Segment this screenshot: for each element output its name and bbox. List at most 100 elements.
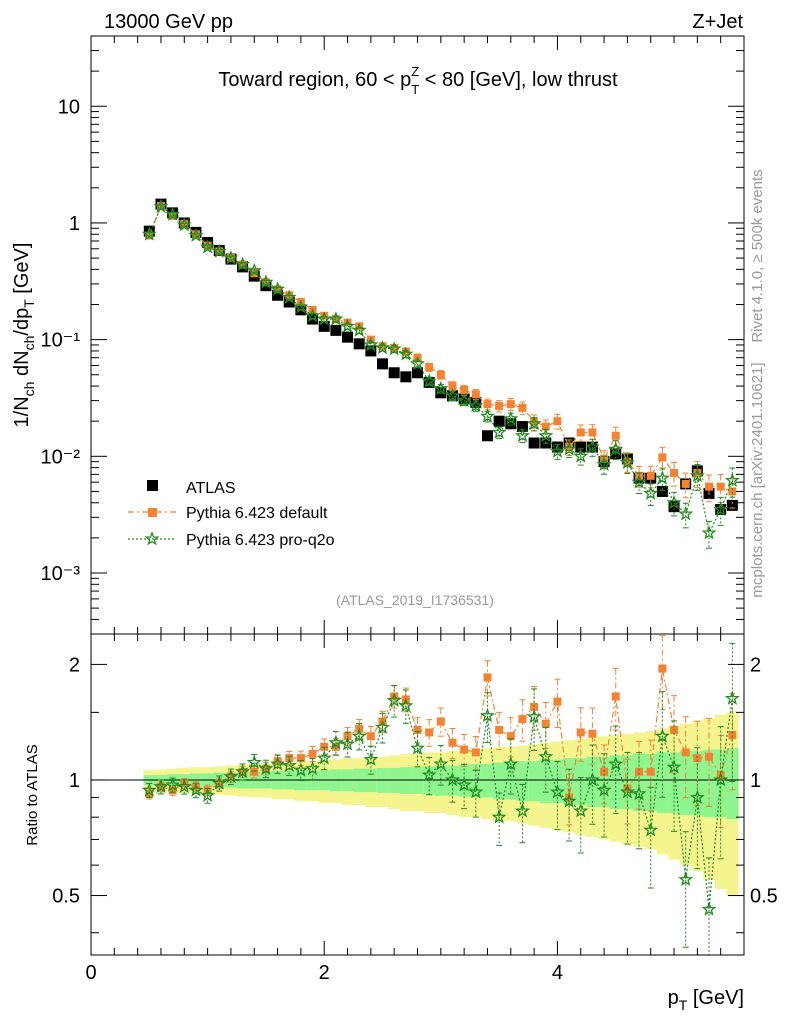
ratio-default-point	[250, 767, 259, 776]
ratio-default-point	[460, 745, 469, 754]
pythia-proq2o-point	[258, 274, 274, 289]
pythia-default-point	[611, 431, 620, 440]
pythia-proq2o-point	[200, 239, 216, 254]
atlas-series	[143, 198, 738, 516]
ratio-proq2o-point	[526, 709, 542, 724]
atlas-point	[493, 415, 505, 427]
atlas-point	[330, 324, 342, 336]
process-label: Z+Jet	[692, 11, 743, 33]
pythia-proq2o-point	[689, 467, 705, 483]
atlas-point	[143, 225, 155, 237]
ratio-proq2o-point	[200, 787, 216, 802]
ratio-proq2o-point	[258, 760, 274, 775]
ratio-default-point	[366, 732, 375, 741]
pythia-proq2o-point	[619, 454, 635, 470]
ratio-default-point	[681, 748, 690, 757]
ratio-y-tick-label-left: 1	[69, 770, 80, 792]
pythia-default-point	[541, 422, 550, 431]
legend-atlas-marker	[147, 480, 158, 491]
pythia-default-point	[320, 311, 329, 320]
ratio-default-point	[553, 697, 562, 706]
ratio-default-point	[646, 767, 655, 776]
ratio-proq2o-point	[246, 754, 262, 769]
ratio-proq2o-point	[223, 768, 239, 783]
ratio-proq2o-point	[654, 728, 670, 743]
pythia-proq2o-point	[223, 250, 239, 265]
energy-label: 13000 GeV pp	[104, 11, 233, 33]
main-y-tick-label: 10⁻²	[41, 446, 81, 468]
ratio-default-point	[693, 754, 702, 763]
pythia-proq2o-point	[678, 506, 694, 521]
pythia-proq2o-point	[584, 439, 600, 454]
legend-proq2o-marker	[144, 531, 160, 546]
pythia-proq2o-point	[608, 441, 624, 456]
pythia-default-point	[331, 315, 340, 324]
ratio-default-point	[495, 725, 504, 734]
band-inner-bin	[528, 761, 541, 802]
ratio-default-point	[145, 789, 154, 798]
ratio-proq2o-point	[410, 740, 425, 755]
ratio-proq2o-point	[351, 728, 367, 743]
ratio-default-point	[588, 729, 597, 738]
ratio-default-point	[448, 738, 457, 747]
pythia-proq2o-point	[596, 456, 612, 471]
ratio-proq2o-point	[270, 756, 286, 771]
band-inner-bin	[656, 752, 669, 814]
pythia-default-series	[145, 201, 737, 509]
pythia-default-point	[646, 471, 655, 480]
pythia-proq2o-point	[573, 448, 589, 463]
main-y-tick-label: 10⁻¹	[41, 330, 81, 352]
atlas-point	[400, 371, 412, 383]
pythia-proq2o-point	[270, 281, 286, 296]
pythia-default-point	[506, 400, 515, 409]
pythia-default-point	[705, 482, 714, 491]
pythia-proq2o-point	[503, 410, 519, 426]
ratio-proq2o-point	[211, 775, 227, 790]
pythia-proq2o-point	[433, 380, 449, 395]
ratio-proq2o-point	[573, 803, 589, 818]
main-title: Toward region, 60 < pZ T < 80 [GeV], low …	[218, 64, 618, 97]
ratio-proq2o-point	[701, 901, 717, 916]
pythia-proq2o-point	[340, 318, 355, 333]
pythia-proq2o-point	[468, 398, 484, 413]
ratio-proq2o-point	[165, 777, 181, 792]
ratio-proq2o-point	[713, 772, 729, 787]
atlas-point	[377, 358, 389, 370]
pythia-default-point	[425, 363, 434, 372]
pythia-default-point	[460, 386, 469, 395]
atlas-point	[412, 367, 423, 379]
ratio-proq2o-point	[724, 690, 740, 705]
ratio-proq2o-point	[305, 760, 321, 775]
pythia-proq2o-point	[165, 206, 181, 221]
atlas-point	[272, 289, 284, 301]
pythia-proq2o-point	[561, 441, 577, 456]
ratio-default-point	[471, 748, 480, 757]
ratio-proq2o-point	[514, 803, 531, 818]
pythia-proq2o-point	[445, 387, 460, 403]
y-axis-label-main: 1/Nch dNch/dpT [GeV]	[11, 243, 37, 428]
atlas-point	[516, 421, 528, 433]
ratio-default-point	[576, 728, 585, 737]
pythia-default-point	[681, 479, 690, 488]
x-tick-label: 0	[85, 962, 96, 984]
ratio-proq2o-point	[468, 784, 484, 799]
ratio-proq2o-point	[445, 772, 460, 787]
legend-atlas-label: ATLAS	[186, 480, 236, 497]
ratio-default-point	[180, 779, 189, 788]
atlas-point	[365, 345, 377, 357]
pythia-default-point	[716, 482, 725, 491]
ratio-y-tick-label-right: 1	[750, 770, 761, 792]
ratio-proq2o-point	[666, 759, 682, 774]
pythia-default-point	[436, 370, 445, 379]
atlas-point	[353, 338, 365, 350]
ratio-default-point	[600, 767, 609, 776]
title-sub: T	[411, 82, 419, 97]
ratio-default-point	[611, 692, 620, 701]
ratio-proq2o-point	[316, 750, 332, 765]
pythia-proq2o-series	[141, 198, 740, 549]
ratio-proq2o-point	[281, 757, 297, 773]
ratio-proq2o-point	[631, 786, 647, 801]
pythia-proq2o-point	[456, 392, 472, 407]
ratio-default-point	[728, 730, 737, 739]
ratio-default-point	[506, 732, 515, 741]
